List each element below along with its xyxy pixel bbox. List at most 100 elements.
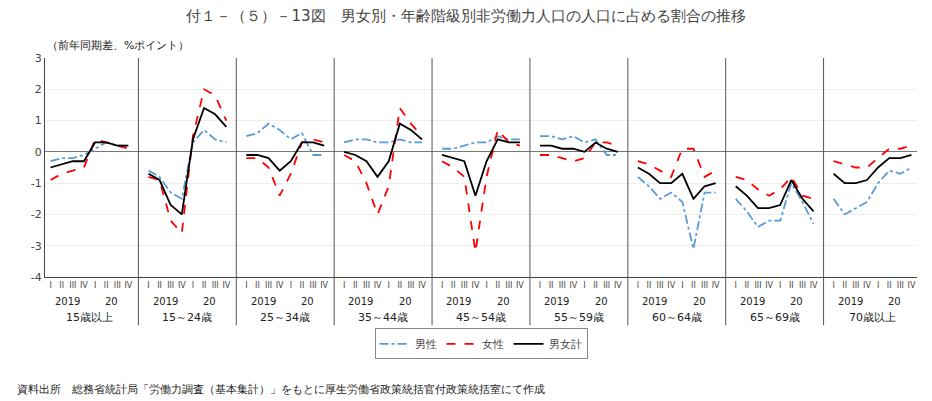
svg-text:-3: -3 [31,240,42,253]
svg-text:II: II [887,281,892,290]
svg-text:III: III [603,281,610,290]
svg-text:IV: IV [614,281,622,290]
svg-text:0: 0 [35,146,42,159]
svg-text:IV: IV [863,281,871,290]
svg-text:20: 20 [497,296,510,307]
svg-text:2019: 2019 [544,296,569,307]
svg-text:II: II [451,281,456,290]
svg-text:III: III [69,281,76,290]
svg-text:I: I [147,281,149,290]
svg-text:I: I [637,281,639,290]
svg-text:-2: -2 [31,208,42,221]
svg-text:IV: IV [765,281,773,290]
svg-text:III: III [265,281,272,290]
svg-text:I: I [49,281,51,290]
svg-text:II: II [104,281,109,290]
svg-text:IV: IV [124,281,132,290]
svg-text:I: I [779,281,781,290]
svg-text:2: 2 [35,83,42,96]
svg-text:IV: IV [472,281,480,290]
svg-text:2019: 2019 [348,296,373,307]
svg-text:15～24歳: 15～24歳 [162,311,212,324]
svg-text:60～64歳: 60～64歳 [652,311,702,324]
svg-text:I: I [245,281,247,290]
svg-text:2019: 2019 [740,296,765,307]
svg-text:15歳以上: 15歳以上 [66,311,113,324]
svg-text:IV: IV [222,281,230,290]
svg-text:男性: 男性 [415,338,437,351]
svg-text:I: I [832,281,834,290]
svg-text:1: 1 [35,114,42,127]
svg-text:20: 20 [105,296,118,307]
svg-text:II: II [202,281,207,290]
svg-text:II: II [789,281,794,290]
svg-text:付１－（５）－13図 男女別・年齢階級別非労働力人口の人口に: 付１－（５）－13図 男女別・年齢階級別非労働力人口の人口に占める割合の推移 [185,7,745,25]
svg-text:III: III [363,281,370,290]
svg-text:II: II [397,281,402,290]
svg-text:III: III [114,281,121,290]
svg-text:III: III [461,281,468,290]
svg-text:35～44歳: 35～44歳 [358,311,408,324]
svg-text:I: I [441,281,443,290]
svg-text:II: II [744,281,749,290]
svg-text:II: II [59,281,64,290]
svg-text:25～34歳: 25～34歳 [260,311,310,324]
svg-text:I: I [388,281,390,290]
svg-text:I: I [539,281,541,290]
svg-text:II: II [495,281,500,290]
svg-text:20: 20 [399,296,412,307]
svg-text:2019: 2019 [55,296,80,307]
svg-text:III: III [852,281,859,290]
svg-text:I: I [877,281,879,290]
svg-text:I: I [485,281,487,290]
svg-text:II: II [157,281,162,290]
svg-text:II: II [300,281,305,290]
svg-text:I: I [343,281,345,290]
svg-text:20: 20 [203,296,216,307]
svg-text:2019: 2019 [838,296,863,307]
svg-text:70歳以上: 70歳以上 [849,311,896,324]
svg-text:資料出所 総務省統計局「労働力調査（基本集計）」をもとに厚生: 資料出所 総務省統計局「労働力調査（基本集計）」をもとに厚生労働省政策統括官付政… [17,383,545,396]
svg-text:2019: 2019 [251,296,276,307]
svg-text:II: II [691,281,696,290]
svg-text:III: III [167,281,174,290]
svg-text:III: III [310,281,317,290]
svg-text:I: I [192,281,194,290]
svg-text:IV: IV [667,281,675,290]
svg-text:IV: IV [569,281,577,290]
svg-text:IV: IV [908,281,916,290]
svg-text:3: 3 [35,52,42,65]
svg-text:III: III [701,281,708,290]
svg-text:III: III [799,281,806,290]
svg-text:II: II [353,281,358,290]
svg-text:55～59歳: 55～59歳 [554,311,604,324]
svg-text:20: 20 [790,296,803,307]
svg-text:I: I [681,281,683,290]
svg-text:II: II [842,281,847,290]
svg-text:IV: IV [810,281,818,290]
svg-text:IV: IV [80,281,88,290]
svg-text:IV: IV [320,281,328,290]
svg-text:I: I [583,281,585,290]
svg-text:2019: 2019 [642,296,667,307]
svg-text:III: III [657,281,664,290]
svg-text:男女計: 男女計 [549,338,582,351]
svg-text:65～69歳: 65～69歳 [750,311,800,324]
svg-text:IV: IV [178,281,186,290]
svg-text:-1: -1 [31,177,42,190]
svg-text:20: 20 [693,296,706,307]
svg-text:III: III [407,281,414,290]
svg-text:20: 20 [595,296,608,307]
svg-text:III: III [559,281,566,290]
svg-text:（前年同期差、%ポイント）: （前年同期差、%ポイント） [47,39,189,52]
svg-text:II: II [255,281,260,290]
svg-text:45～54歳: 45～54歳 [456,311,506,324]
svg-text:III: III [505,281,512,290]
svg-text:III: III [754,281,761,290]
svg-text:II: II [593,281,598,290]
svg-text:IV: IV [276,281,284,290]
svg-text:20: 20 [301,296,314,307]
svg-text:女性: 女性 [482,338,504,351]
svg-text:I: I [94,281,96,290]
svg-text:2019: 2019 [446,296,471,307]
